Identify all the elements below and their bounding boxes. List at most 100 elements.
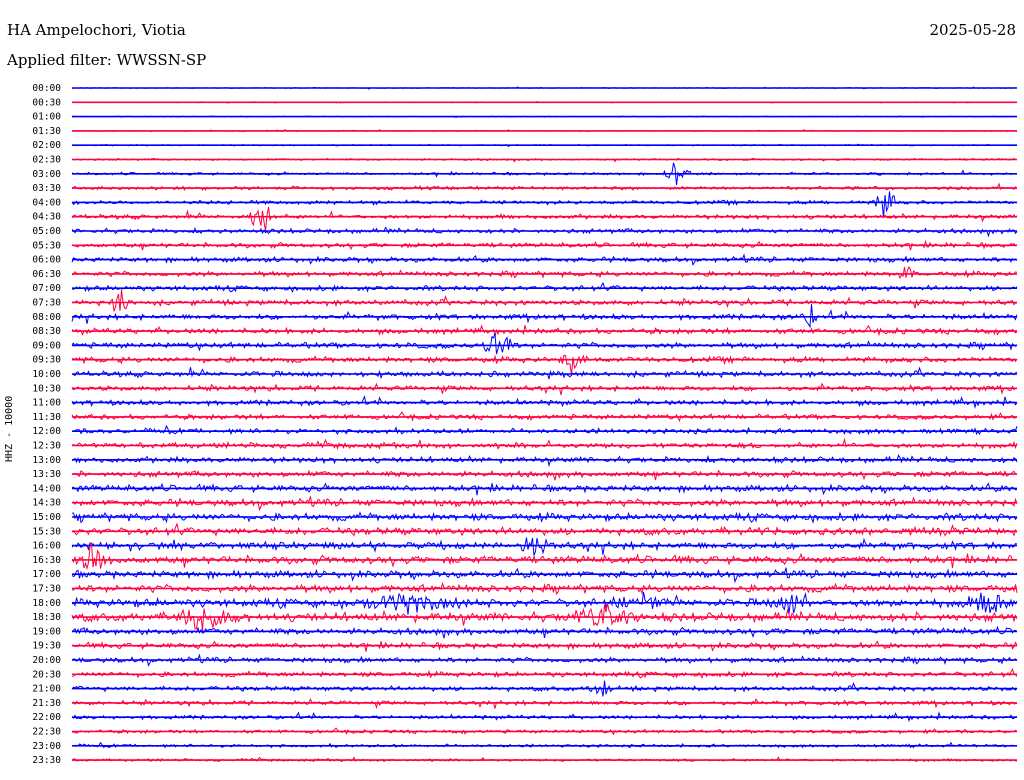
seismic-trace-1830 bbox=[71, 603, 1018, 631]
row-label: 14:00 bbox=[32, 483, 61, 494]
row-label: 17:30 bbox=[32, 584, 61, 595]
row-label: 03:30 bbox=[32, 183, 61, 194]
seismic-trace-1500 bbox=[71, 511, 1018, 524]
seismic-trace-0500 bbox=[71, 226, 1018, 238]
row-label: 08:30 bbox=[32, 326, 61, 337]
row-label: 09:30 bbox=[32, 355, 61, 366]
seismic-trace-0200 bbox=[71, 143, 1018, 148]
seismic-trace-2130 bbox=[71, 698, 1018, 710]
seismic-trace-1200 bbox=[71, 424, 1018, 436]
seismic-trace-0030 bbox=[71, 101, 1018, 104]
seismic-trace-0430 bbox=[71, 206, 1018, 232]
seismic-trace-1800 bbox=[71, 591, 1018, 615]
row-label: 09:00 bbox=[32, 340, 61, 351]
seismic-trace-0230 bbox=[71, 157, 1017, 163]
row-label: 11:30 bbox=[32, 412, 61, 423]
filter-label: Applied filter: WWSSN-SP bbox=[7, 51, 207, 69]
seismic-trace-1630 bbox=[71, 542, 1018, 571]
seismic-trace-2100 bbox=[71, 680, 1018, 697]
seismic-trace-0400 bbox=[71, 191, 1018, 219]
seismic-trace-1700 bbox=[71, 567, 1018, 584]
row-label: 17:00 bbox=[32, 569, 61, 580]
seismic-traces bbox=[71, 86, 1018, 763]
seismic-trace-0530 bbox=[71, 239, 1018, 251]
row-label: 13:00 bbox=[32, 455, 61, 466]
row-label: 01:30 bbox=[32, 126, 61, 137]
row-label: 21:30 bbox=[32, 698, 61, 709]
row-label: 16:30 bbox=[32, 555, 61, 566]
seismic-trace-1900 bbox=[71, 625, 1018, 639]
seismic-trace-1230 bbox=[71, 437, 1018, 450]
row-label: 04:30 bbox=[32, 212, 61, 223]
seismic-trace-1030 bbox=[71, 382, 1018, 396]
seismic-trace-1530 bbox=[71, 522, 1018, 537]
row-label: 00:00 bbox=[32, 83, 61, 94]
station-title: HA Ampelochori, Viotia bbox=[7, 21, 186, 39]
row-label: 14:30 bbox=[32, 498, 61, 509]
row-label: 06:30 bbox=[32, 269, 61, 280]
row-label: 18:00 bbox=[32, 598, 61, 609]
seismic-trace-0700 bbox=[71, 281, 1018, 294]
row-label: 07:30 bbox=[32, 298, 61, 309]
row-label: 21:00 bbox=[32, 684, 61, 695]
seismic-trace-0730 bbox=[71, 289, 1018, 312]
row-label: 23:00 bbox=[32, 741, 61, 752]
seismic-trace-2330 bbox=[71, 756, 1018, 763]
seismic-trace-1400 bbox=[71, 482, 1018, 496]
row-label: 15:30 bbox=[32, 526, 61, 537]
seismic-trace-0630 bbox=[71, 266, 1018, 280]
seismic-trace-1600 bbox=[71, 537, 1018, 556]
seismic-trace-0100 bbox=[71, 115, 1017, 118]
row-label: 00:30 bbox=[32, 97, 61, 108]
seismic-trace-0000 bbox=[71, 86, 1018, 90]
row-labels: 00:00 00:30 01:00 01:30 02:00 02:30 03:00 03:30… bbox=[32, 83, 61, 766]
row-label: 10:00 bbox=[32, 369, 61, 380]
row-label: 02:30 bbox=[32, 155, 61, 166]
seismic-trace-1100 bbox=[71, 395, 1018, 410]
row-label: 11:00 bbox=[32, 398, 61, 409]
seismic-trace-2300 bbox=[71, 741, 1018, 749]
row-label: 22:30 bbox=[32, 727, 61, 738]
row-label: 03:00 bbox=[32, 169, 61, 180]
row-label: 22:00 bbox=[32, 712, 61, 723]
seismic-trace-0300 bbox=[71, 162, 1018, 185]
seismic-trace-2200 bbox=[71, 711, 1018, 723]
row-label: 20:00 bbox=[32, 655, 61, 666]
seismic-trace-1330 bbox=[71, 469, 1018, 481]
row-label: 12:30 bbox=[32, 441, 61, 452]
row-label: 13:30 bbox=[32, 469, 61, 480]
row-label: 19:30 bbox=[32, 641, 61, 652]
row-label: 08:00 bbox=[32, 312, 61, 323]
seismic-trace-1000 bbox=[71, 366, 1018, 380]
row-label: 05:30 bbox=[32, 240, 61, 251]
seismic-trace-2000 bbox=[71, 653, 1018, 667]
row-label: 06:00 bbox=[32, 255, 61, 266]
seismic-trace-1430 bbox=[71, 496, 1018, 512]
row-label: 12:00 bbox=[32, 426, 61, 437]
row-label: 18:30 bbox=[32, 612, 61, 623]
seismic-trace-2230 bbox=[71, 727, 1018, 736]
row-label: 02:00 bbox=[32, 140, 61, 151]
row-label: 10:30 bbox=[32, 383, 61, 394]
seismic-trace-2030 bbox=[71, 668, 1018, 680]
seismic-trace-0900 bbox=[71, 333, 1018, 355]
seismic-trace-0930 bbox=[71, 354, 1018, 376]
row-label: 01:00 bbox=[32, 112, 61, 123]
seismic-trace-1130 bbox=[71, 411, 1018, 423]
seismic-trace-0800 bbox=[71, 304, 1018, 329]
seismic-trace-1730 bbox=[72, 581, 1018, 595]
row-label: 16:00 bbox=[32, 541, 61, 552]
seismic-trace-0330 bbox=[71, 182, 1018, 191]
row-label: 05:00 bbox=[32, 226, 61, 237]
row-label: 04:00 bbox=[32, 197, 61, 208]
row-label: 15:00 bbox=[32, 512, 61, 523]
seismic-trace-0600 bbox=[71, 253, 1018, 266]
record-date: 2025-05-28 bbox=[929, 21, 1016, 39]
row-label: 20:30 bbox=[32, 669, 61, 680]
seismic-trace-0130 bbox=[71, 129, 1017, 133]
row-label: 23:30 bbox=[32, 755, 61, 766]
seismic-trace-1300 bbox=[71, 454, 1018, 468]
seismic-trace-0830 bbox=[71, 324, 1018, 337]
row-label: 19:00 bbox=[32, 626, 61, 637]
